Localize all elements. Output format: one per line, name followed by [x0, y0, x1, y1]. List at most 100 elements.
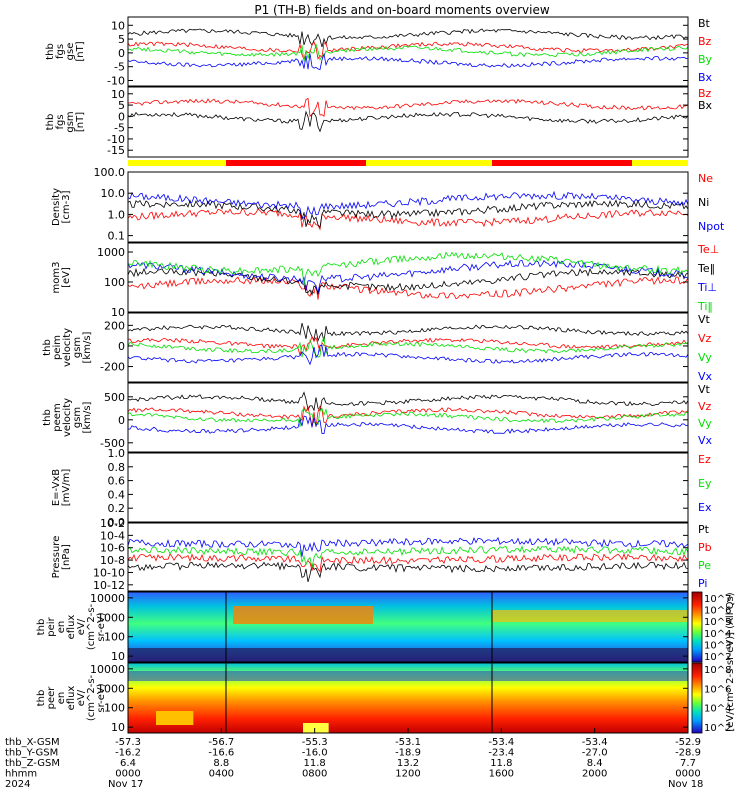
x-axis-value: 1600: [489, 769, 514, 780]
y-axis-label: [nPa]: [61, 544, 72, 570]
x-axis-value: 0000: [115, 769, 140, 780]
legend-entry: Ez: [698, 453, 711, 466]
panel-frame: [127, 522, 689, 592]
x-axis-row-label: thb_X-GSM: [5, 737, 60, 748]
legend-entry: Vx: [698, 370, 713, 383]
x-axis-value: -53.1: [395, 737, 421, 748]
legend-entry: Te‖: [697, 262, 715, 275]
spectrogram-feature: [128, 671, 688, 681]
y-axis-label: eflux: [66, 686, 77, 711]
y-tick-label: 0.1: [108, 230, 126, 243]
series-line-blue: [127, 344, 689, 366]
x-axis-row-label: thb_Y-GSM: [5, 748, 58, 759]
panel-frame: [127, 312, 689, 383]
series-line-black: [127, 199, 689, 229]
spectrogram-feature: [233, 606, 373, 624]
y-tick-label: -200: [100, 361, 125, 374]
y-tick-label: 1000: [97, 611, 125, 624]
series-line-blue: [127, 190, 689, 219]
series-line-green: [127, 42, 689, 62]
x-axis-value: Nov 17: [108, 779, 143, 790]
x-axis-value: -23.4: [488, 748, 514, 759]
x-axis-value: 0800: [302, 769, 327, 780]
panel-frame: [127, 452, 689, 523]
spectrogram-feature: [492, 610, 688, 622]
series-line-blue: [127, 415, 689, 435]
series-line-red: [127, 335, 689, 356]
panel-frame: [127, 86, 689, 158]
y-axis-label: E=-VxB: [51, 469, 62, 506]
x-axis-value: -28.9: [675, 748, 701, 759]
colorbar-tick-label: 10^6: [704, 684, 731, 695]
panel-peem-velocity: 500 0 -500 thb peem velocity gsm [km/s] Vt Vz Vy Vx: [42, 382, 713, 453]
plot-title: P1 (TH-B) fields and on-board moments ov…: [254, 3, 550, 17]
series-line-red: [127, 276, 689, 300]
x-axis-value: -55.3: [302, 737, 328, 748]
y-axis-label: thb: [42, 409, 53, 426]
panel-frame: [127, 16, 689, 87]
y-axis-label: peim: [52, 335, 63, 360]
mode-bar-segment: [226, 160, 366, 166]
series-line-red: [127, 208, 689, 231]
x-axis-value: 11.8: [304, 758, 326, 769]
panel-peer-spec: 10000 1000 100 10 thb peer en eflux eV/(cm^2-s-s…: [36, 662, 689, 734]
panel-peim-velocity: 200 0 -200 thb peim velocity gsm [km/s] Vt Vz Vy Vx: [42, 312, 713, 383]
legend-entry: Ti⊥: [697, 281, 717, 294]
y-tick-label: 10-10: [93, 566, 125, 579]
mode-bar-segment: [366, 160, 492, 166]
x-axis-value: -56.7: [208, 737, 234, 748]
legend-entry: Vy: [698, 351, 712, 364]
colorbar-tick-label: 10^8: [704, 665, 731, 676]
x-axis-row-label: hhmm: [5, 769, 37, 780]
series-line-red: [127, 553, 689, 573]
x-axis-value: -18.9: [395, 748, 421, 759]
y-tick-label: 10-6: [100, 542, 125, 555]
y-tick-label: 10.0: [101, 187, 126, 200]
mode-bar-segment: [632, 160, 688, 166]
legend-entry: Vy: [698, 417, 712, 430]
y-axis-label: (cm^2-s-: [86, 674, 97, 721]
y-axis-label: peem: [52, 403, 63, 431]
x-axis-row-label: 2024: [5, 779, 30, 790]
y-axis-label: peir: [46, 616, 57, 636]
y-axis-label: thb: [36, 690, 47, 707]
y-tick-label: 500: [104, 391, 125, 404]
legend-entry: Pe: [698, 559, 711, 572]
y-axis-label: [eV]: [61, 267, 72, 288]
y-tick-label: 100: [104, 276, 125, 289]
y-axis-label: [km/s]: [82, 401, 93, 433]
legend-entry: Ti‖: [697, 300, 713, 313]
x-axis-value: 1200: [395, 769, 420, 780]
y-tick-label: -5: [114, 122, 125, 135]
y-tick-label: 0.4: [108, 488, 126, 501]
y-tick-label: 10000: [90, 663, 125, 676]
y-tick-label: 1000: [97, 246, 125, 259]
series-line-red: [127, 405, 689, 427]
legend-entry: Vt: [698, 383, 711, 396]
series-line-green: [127, 545, 689, 568]
mode-bar-segment: [128, 160, 226, 166]
y-axis-label: Density: [51, 188, 62, 226]
colorbar-tick-label: 10^5: [704, 617, 731, 628]
y-axis-label: [km/s]: [82, 331, 93, 363]
y-tick-label: 10: [111, 721, 125, 734]
y-tick-label: 5: [118, 33, 125, 46]
y-axis-label: thb: [36, 619, 47, 636]
y-axis-label: thb: [42, 339, 53, 356]
colorbar-tick-label: 10^2: [704, 723, 731, 734]
x-axis-value: Nov 18: [668, 779, 703, 790]
y-tick-label: 0: [118, 340, 125, 353]
series-line-blue: [127, 52, 688, 71]
legend-entry: Bx: [698, 71, 713, 84]
y-tick-label: 10000: [90, 592, 125, 605]
y-axis-label: sr-eV): [96, 683, 107, 712]
y-axis-label: gsm: [72, 337, 83, 358]
legend-entry: Te⊥: [697, 243, 719, 256]
y-axis-label: sr-eV): [96, 612, 107, 641]
series-line-red: [127, 41, 689, 61]
